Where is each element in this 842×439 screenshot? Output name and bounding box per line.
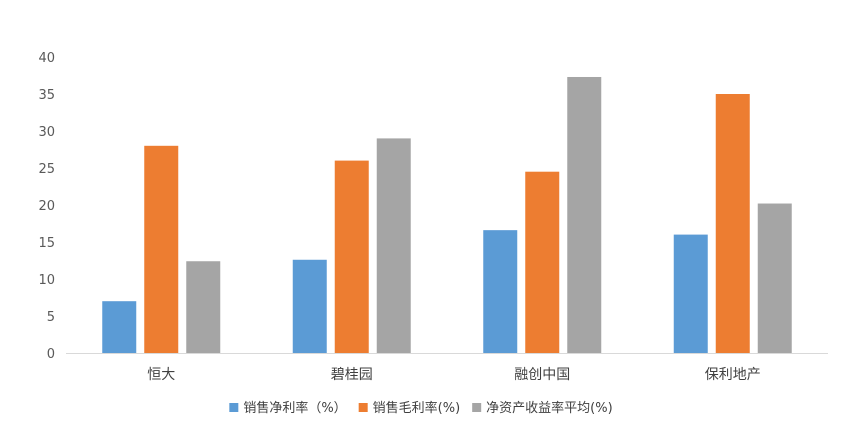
legend-label: 净资产收益率平均(%) [486, 400, 613, 416]
bar [525, 171, 560, 353]
y-tick-label: 5 [47, 310, 55, 325]
bar [186, 261, 221, 353]
bar [102, 301, 137, 353]
bar [567, 76, 602, 353]
bar [757, 203, 792, 353]
legend-item: 销售净利率（%） [229, 400, 347, 416]
y-axis: 0 5 10 15 20 25 30 35 40 [38, 51, 55, 362]
x-tick-label: 恒大 [147, 367, 175, 383]
y-tick-label: 20 [38, 199, 55, 214]
y-tick-label: 35 [38, 88, 55, 103]
plot-area [102, 76, 792, 353]
y-tick-label: 10 [38, 273, 55, 288]
bar [144, 145, 179, 353]
bar [292, 259, 327, 353]
y-tick-label: 15 [38, 236, 55, 251]
bar [334, 160, 369, 353]
x-tick-label: 融创中国 [514, 367, 570, 383]
bar [673, 234, 708, 353]
x-axis: 恒大 碧桂园 融创中国 保利地产 [147, 367, 761, 383]
y-tick-label: 40 [38, 51, 55, 66]
legend: 销售净利率（%） 销售毛利率(%) 净资产收益率平均(%) [229, 400, 613, 416]
x-tick-label: 碧桂园 [331, 367, 373, 383]
y-tick-label: 25 [38, 162, 55, 177]
x-tick-label: 保利地产 [705, 367, 761, 383]
bar [715, 94, 750, 353]
legend-swatch [229, 403, 239, 412]
legend-swatch [472, 403, 482, 412]
y-tick-label: 30 [38, 125, 55, 140]
legend-label: 销售净利率（%） [243, 400, 346, 416]
legend-swatch [358, 403, 368, 412]
bar [483, 230, 518, 353]
legend-item: 销售毛利率(%) [358, 400, 461, 416]
legend-item: 净资产收益率平均(%) [472, 400, 613, 416]
legend-label: 销售毛利率(%) [373, 400, 461, 416]
y-tick-label: 0 [47, 347, 55, 362]
bar [376, 138, 411, 353]
